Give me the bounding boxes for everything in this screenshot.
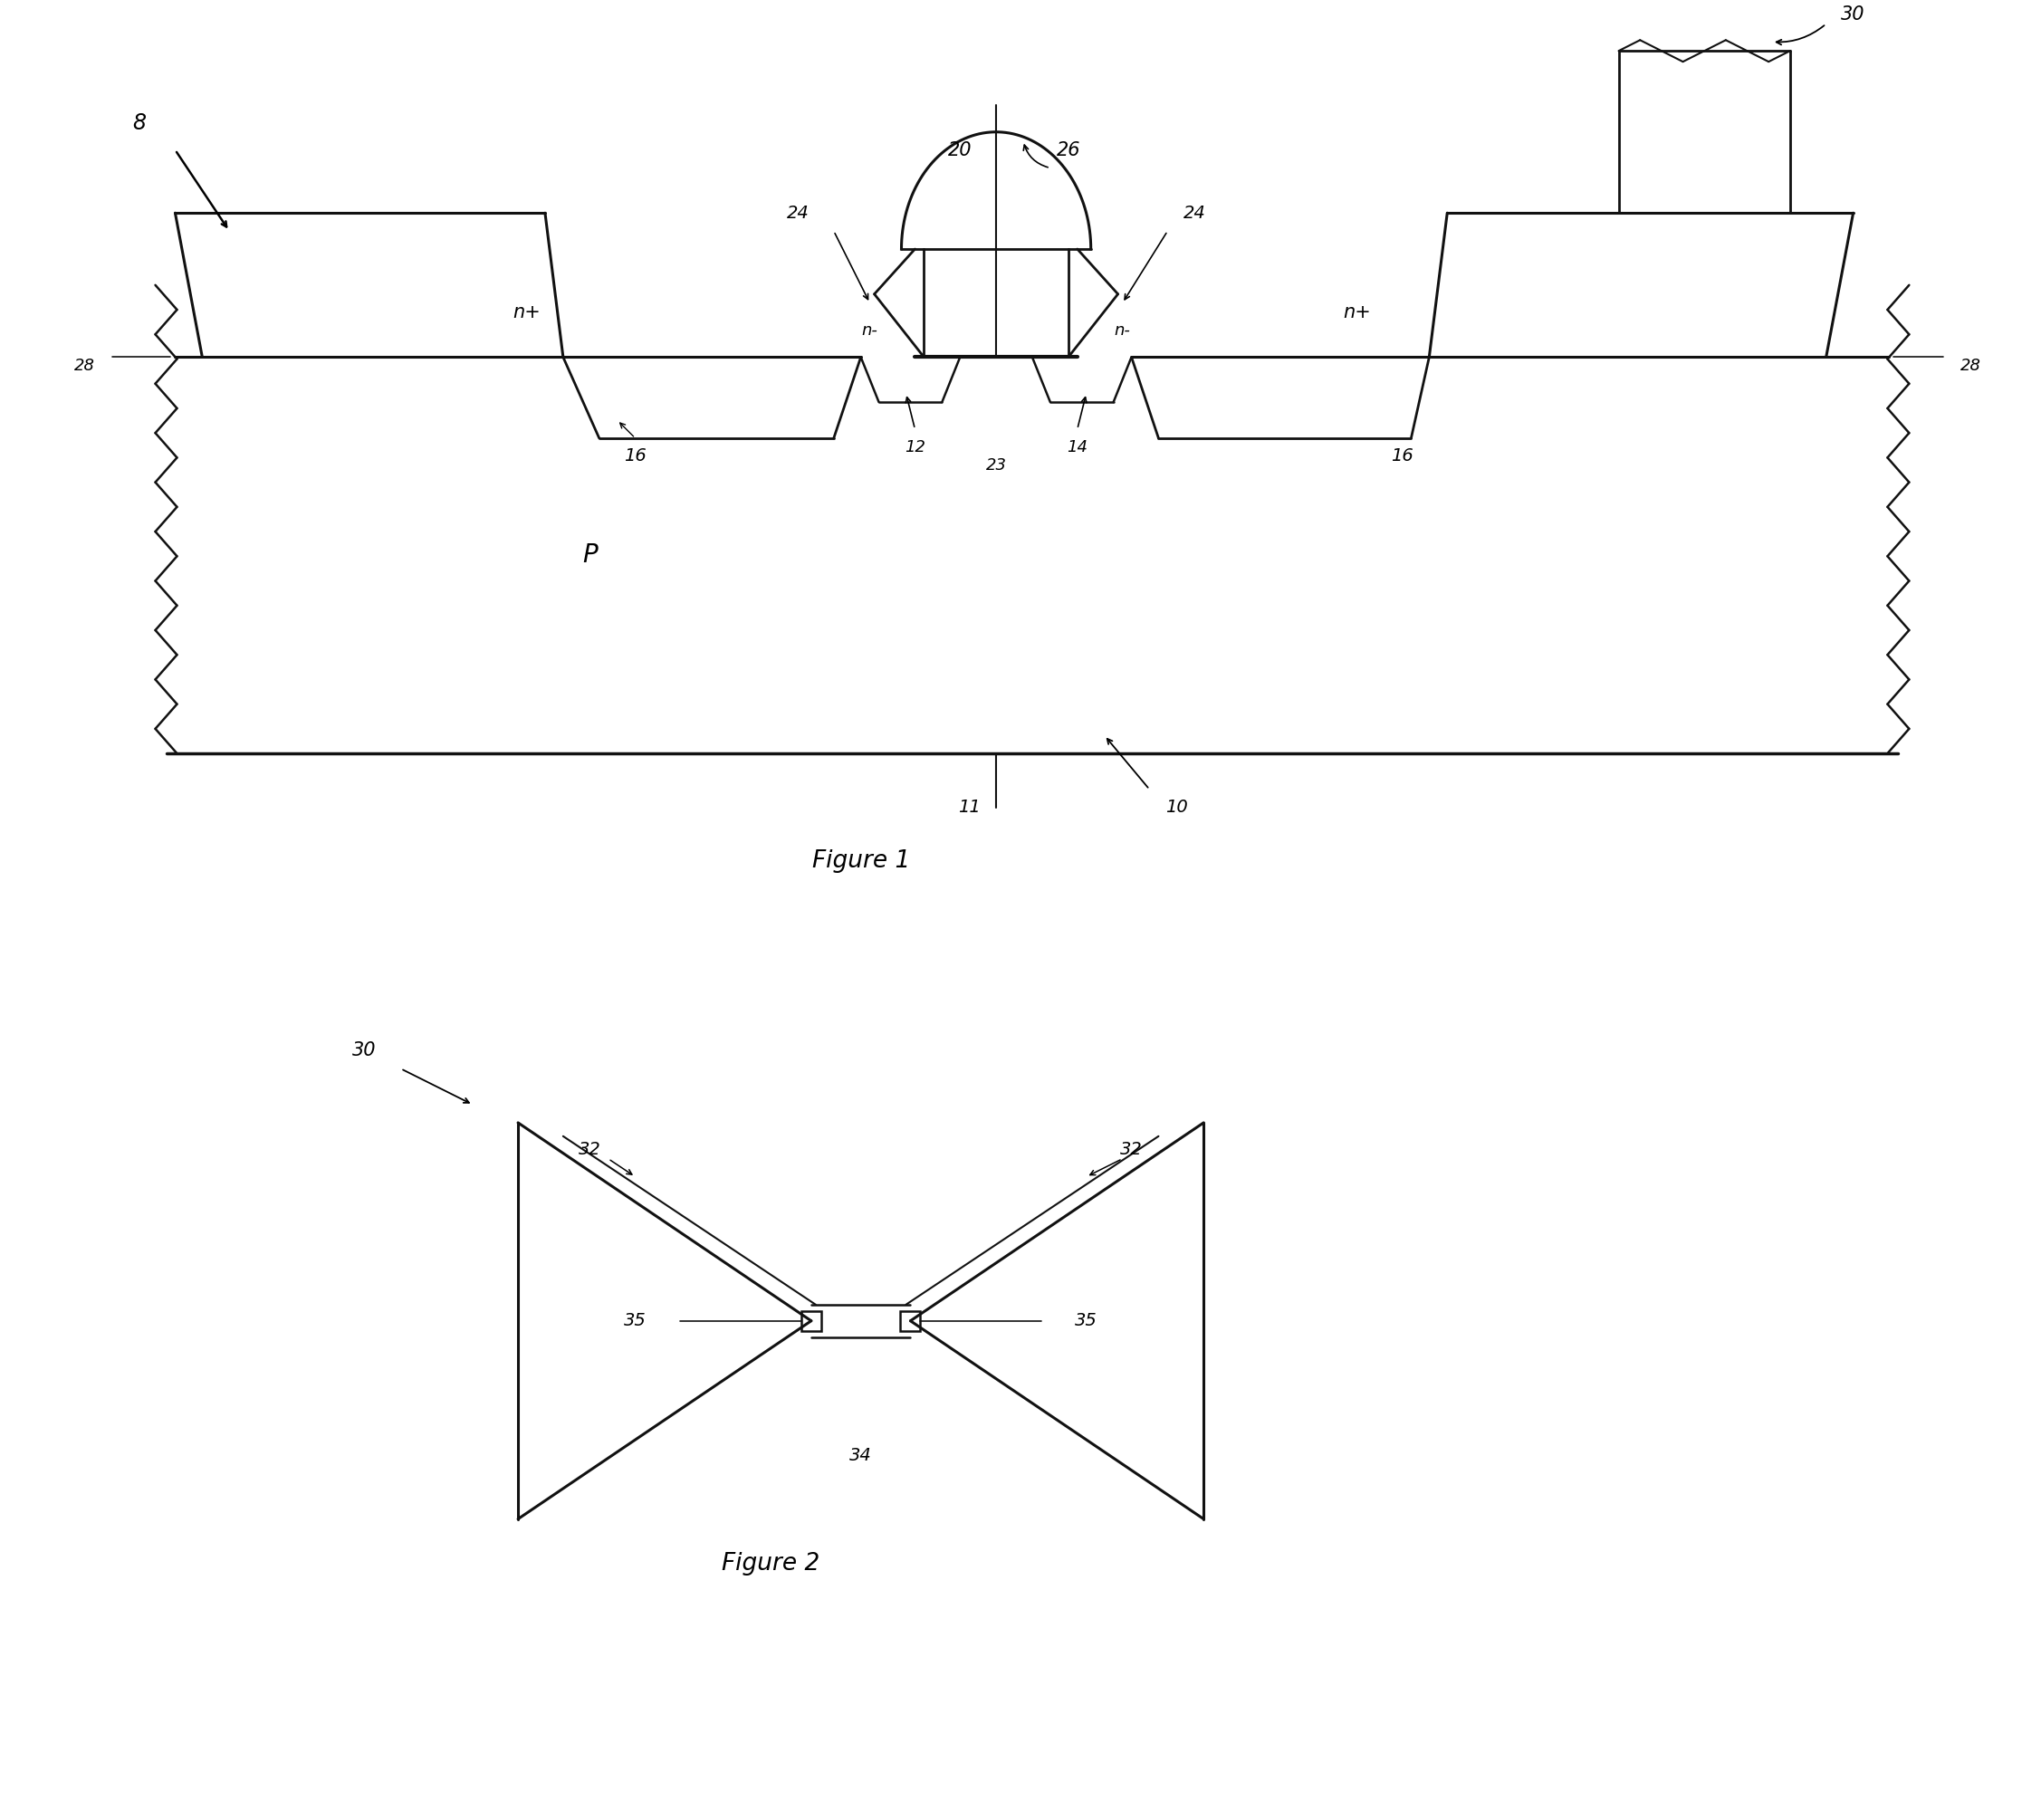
Text: n-: n- [1114,322,1131,339]
Text: 35: 35 [1076,1312,1098,1329]
Text: 35: 35 [625,1312,647,1329]
Bar [802,1310,820,1330]
Text: n+: n+ [1343,304,1372,320]
Text: 23: 23 [986,457,1006,473]
Text: 28: 28 [76,359,96,375]
Text: 30: 30 [353,1041,378,1059]
Text: 14: 14 [1067,439,1088,455]
Text: 16: 16 [625,448,647,464]
Text: 16: 16 [1390,448,1412,464]
Text: 26: 26 [1057,140,1080,158]
Text: 32: 32 [1121,1141,1143,1158]
Text: 24: 24 [1184,204,1206,222]
Text: 30: 30 [1841,5,1865,24]
Text: Figure 1: Figure 1 [812,850,910,874]
Bar [900,1310,920,1330]
Text: 32: 32 [580,1141,602,1158]
Text: 10: 10 [1165,799,1188,815]
Text: Figure 2: Figure 2 [723,1552,820,1576]
Text: 8: 8 [133,113,145,135]
Text: 28: 28 [1959,359,1982,375]
Text: 20: 20 [949,140,972,158]
Text: P: P [582,542,598,568]
Text: n-: n- [861,322,878,339]
Text: 11: 11 [957,799,980,815]
Text: 12: 12 [904,439,925,455]
Text: 34: 34 [849,1447,872,1465]
Text: n+: n+ [512,304,541,320]
Text: 24: 24 [786,204,808,222]
